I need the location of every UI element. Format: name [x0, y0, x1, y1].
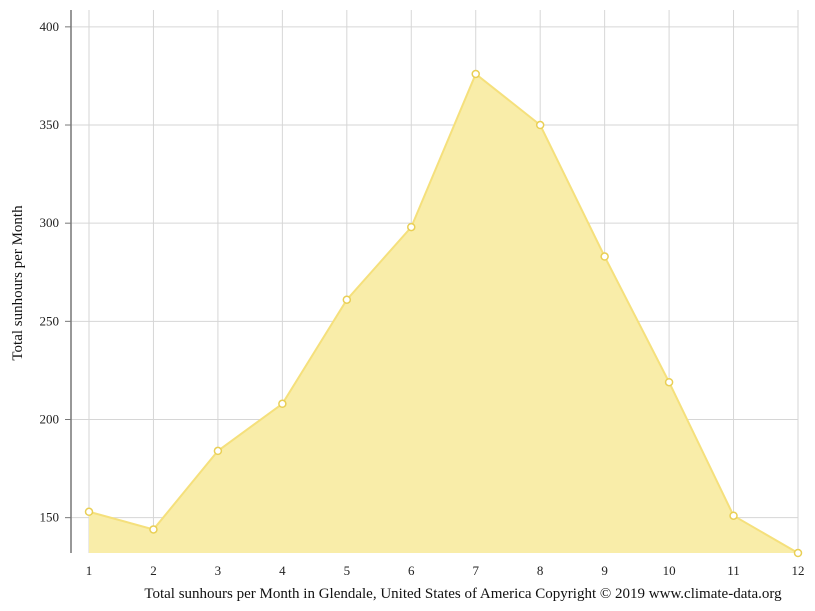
x-tick-label: 8 [537, 563, 544, 578]
axes [65, 10, 72, 553]
x-tick-label: 5 [344, 563, 351, 578]
y-tick-label: 400 [40, 19, 60, 34]
data-point [342, 295, 352, 304]
data-point [600, 252, 609, 261]
x-tick-label: 3 [215, 563, 222, 578]
data-point [407, 222, 416, 232]
data-point [793, 548, 803, 558]
data-point [664, 377, 674, 387]
data-point [729, 511, 738, 520]
data-point [84, 507, 94, 517]
x-tick-label: 11 [727, 563, 740, 578]
x-tick-label: 12 [792, 563, 805, 578]
x-tick-label: 6 [408, 563, 415, 578]
y-axis-title: Total sunhours per Month [10, 205, 26, 361]
chart-caption: Total sunhours per Month in Glendale, Un… [144, 586, 782, 602]
series-line [88, 72, 799, 554]
data-points [84, 69, 803, 558]
y-tick-label: 350 [40, 117, 60, 132]
data-point [213, 446, 223, 456]
data-point [535, 120, 545, 130]
y-tick-label: 250 [40, 313, 60, 328]
x-tick-label: 10 [663, 563, 676, 578]
x-tick-label: 9 [601, 563, 608, 578]
data-point [278, 399, 287, 409]
data-point [149, 525, 158, 534]
data-point [471, 69, 480, 79]
series-area-fill [89, 73, 798, 554]
x-tick-label: 2 [150, 563, 157, 578]
y-tick-label: 200 [40, 412, 60, 427]
y-tick-label: 150 [40, 510, 60, 525]
x-tick-label: 7 [472, 563, 479, 578]
x-tick-label: 4 [279, 563, 286, 578]
y-tick-label: 300 [40, 215, 60, 230]
area-series [88, 72, 799, 554]
x-tick-label: 1 [86, 563, 93, 578]
